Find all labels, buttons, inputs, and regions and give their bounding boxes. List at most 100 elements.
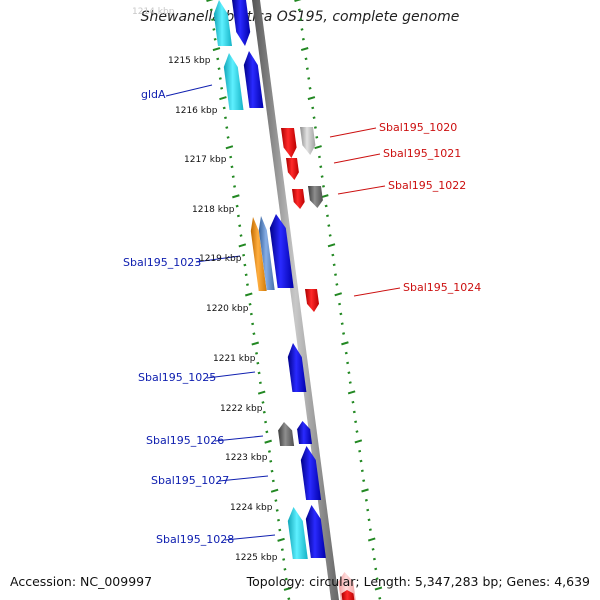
gene-arrow-1024-red[interactable] <box>305 289 319 312</box>
left-gene-labels: gldA Sbal195_1023 Sbal195_1025 Sbal195_1… <box>123 88 234 546</box>
ruler-tick <box>294 0 302 3</box>
ruler-tick <box>283 586 292 591</box>
ruler-tick <box>235 204 239 208</box>
ruler-tick <box>301 37 305 41</box>
gene-label-sbal195-1020[interactable]: Sbal195_1020 <box>379 121 457 134</box>
ruler-tick <box>374 567 378 571</box>
gene-arrow-1026-gray[interactable] <box>278 422 295 446</box>
ruler-tick <box>248 302 252 306</box>
ruler-tick <box>371 547 375 551</box>
ruler-tick <box>321 194 329 199</box>
connector-sbal195-1027 <box>218 475 269 482</box>
ruler-tick <box>367 518 371 522</box>
ruler-label: 1217 kbp <box>184 155 227 165</box>
ruler-tick <box>225 145 234 150</box>
gene-arrow-glda-blue[interactable] <box>243 51 264 108</box>
ruler-tick <box>361 488 369 493</box>
gene-arrow-1028-blue[interactable] <box>305 505 326 558</box>
ruler-tick <box>231 175 235 178</box>
connector-sbal195-1021 <box>333 153 381 164</box>
ruler-tick <box>274 499 278 502</box>
connector-sbal195-1023 <box>195 255 241 263</box>
ruler-tick <box>366 508 370 512</box>
gene-arrow-glda-cyan[interactable] <box>223 53 244 110</box>
ruler-tick <box>206 0 214 3</box>
ruler-tick <box>267 450 271 453</box>
gene-arrow-1022-red[interactable] <box>292 189 305 209</box>
ruler-tick <box>220 87 224 90</box>
gene-label-sbal195-1022[interactable]: Sbal195_1022 <box>388 179 466 192</box>
ruler-label: 1214 kbp <box>132 7 175 17</box>
ruler-tick <box>230 165 234 169</box>
gene-arrow-1021-red[interactable] <box>286 158 299 180</box>
ruler-tick <box>219 96 227 101</box>
ruler-tick <box>243 263 247 267</box>
ruler-tick <box>297 8 301 12</box>
gene-arrow-bottom-red[interactable] <box>341 590 355 600</box>
ruler-tick <box>359 459 363 463</box>
connector-glda <box>165 84 213 97</box>
ruler-label: 1222 kbp <box>220 404 263 414</box>
ruler-tick <box>339 312 343 316</box>
gene-arrow-1028-cyan[interactable] <box>287 507 308 559</box>
gene-features <box>213 0 356 600</box>
gene-arrow-1023-orange[interactable] <box>250 217 267 291</box>
gene-arrow-1214-cyan[interactable] <box>213 0 232 46</box>
ruler-tick <box>257 371 261 375</box>
ruler-tick <box>326 214 329 218</box>
ruler-tick <box>319 165 323 169</box>
gene-label-sbal195-1024[interactable]: Sbal195_1024 <box>403 281 481 294</box>
gene-label-sbal195-1026[interactable]: Sbal195_1026 <box>146 434 224 447</box>
ruler-tick <box>372 557 376 561</box>
ruler-tick <box>328 234 332 237</box>
ruler-label: 1219 kbp <box>199 254 242 264</box>
ruler-tick <box>341 341 349 346</box>
ruler-tick <box>378 597 382 600</box>
ruler-tick <box>332 263 336 267</box>
gene-label-glda[interactable]: gldA <box>141 88 166 101</box>
ruler-tick <box>348 381 352 384</box>
ruler-tick <box>277 537 285 542</box>
ruler-tick <box>245 283 249 286</box>
ruler-tick <box>374 586 383 591</box>
ruler-tick <box>269 460 273 463</box>
ruler-tick <box>236 214 240 218</box>
ruler-tick <box>358 449 362 453</box>
ruler-label: 1220 kbp <box>206 304 249 314</box>
ruler-tick <box>351 400 355 404</box>
ruler-tick <box>242 253 246 257</box>
gene-arrow-1026-blue[interactable] <box>297 421 312 444</box>
ruler-tick <box>232 194 240 199</box>
gene-arrow-1020-gray[interactable] <box>300 127 316 155</box>
gene-arrow-1027-blue[interactable] <box>300 446 322 500</box>
gene-label-sbal195-1021[interactable]: Sbal195_1021 <box>383 147 461 160</box>
gene-arrow-1214-blue[interactable] <box>232 0 251 46</box>
gene-arrow-1022-gray[interactable] <box>308 186 323 208</box>
ruler-tick <box>252 332 256 336</box>
ruler-tick <box>321 185 325 188</box>
ruler-tick <box>284 577 288 581</box>
ruler-tick <box>352 410 356 414</box>
gene-arrow-1023-steel[interactable] <box>258 216 275 290</box>
gene-label-sbal195-1025[interactable]: Sbal195_1025 <box>138 371 216 384</box>
ruler-tick <box>282 558 286 561</box>
ruler-tick <box>364 498 368 502</box>
gene-label-sbal195-1023[interactable]: Sbal195_1023 <box>123 256 201 269</box>
ruler-tick <box>270 469 274 473</box>
ruler-tick <box>251 322 255 326</box>
right-gene-labels: Sbal195_1020 Sbal195_1021 Sbal195_1022 S… <box>379 121 481 294</box>
ruler-tick <box>346 361 350 365</box>
ruler-tick <box>229 155 233 159</box>
ruler-tick <box>344 351 348 355</box>
gene-arrow-1020-red[interactable] <box>281 128 297 158</box>
ruler-tick <box>244 292 253 297</box>
gene-label-sbal195-1028[interactable]: Sbal195_1028 <box>156 533 234 546</box>
ruler-label: 1223 kbp <box>225 453 268 463</box>
ruler-label: 1224 kbp <box>230 503 273 513</box>
gene-label-sbal195-1027[interactable]: Sbal195_1027 <box>151 474 229 487</box>
ruler-tick <box>307 77 311 80</box>
gene-arrow-1025-blue[interactable] <box>287 343 307 392</box>
ruler-tick <box>249 312 253 316</box>
gene-arrow-1023-blue[interactable] <box>269 214 294 288</box>
ruler-tick <box>238 243 247 248</box>
